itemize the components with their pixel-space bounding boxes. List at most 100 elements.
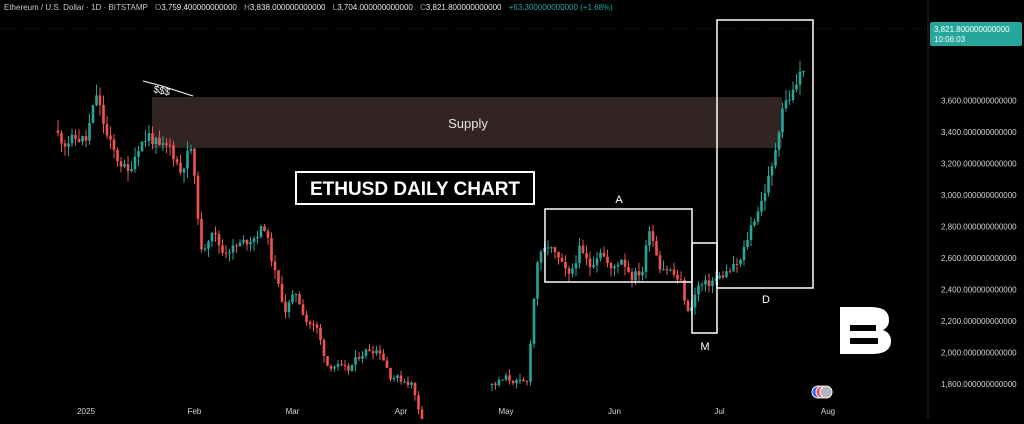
symbol-name: Ethereum / U.S. Dollar · 1D · BITSTAMP bbox=[4, 3, 148, 12]
candle-body bbox=[273, 261, 277, 271]
x-tick-label: Aug bbox=[821, 407, 835, 416]
y-tick-label: 2,000.000000000000 bbox=[941, 349, 1017, 358]
candle-body bbox=[343, 364, 347, 366]
candle-body bbox=[641, 271, 644, 276]
candle-body bbox=[403, 381, 406, 383]
candle-body bbox=[539, 251, 543, 263]
candle-body bbox=[123, 164, 126, 167]
candle-body bbox=[581, 245, 585, 254]
candle-series bbox=[56, 60, 805, 424]
candle-body bbox=[354, 357, 357, 365]
candle-body bbox=[599, 252, 602, 259]
candle-body bbox=[231, 245, 235, 253]
candle-body bbox=[196, 175, 200, 219]
x-tick-label: Jul bbox=[714, 407, 724, 416]
candle-body bbox=[235, 245, 238, 247]
candle-body bbox=[774, 149, 777, 166]
candle-body bbox=[490, 383, 494, 386]
candle-body bbox=[130, 169, 133, 171]
candle-body bbox=[651, 231, 655, 242]
candle-body bbox=[350, 364, 354, 371]
candle-body bbox=[693, 294, 697, 308]
candle-body bbox=[357, 357, 361, 359]
candle-body bbox=[259, 226, 263, 237]
range-label-a: A bbox=[615, 194, 623, 206]
candle-body bbox=[217, 234, 221, 246]
candle-body bbox=[714, 278, 718, 281]
candle-body bbox=[585, 253, 588, 259]
candle-body bbox=[669, 269, 672, 271]
candle-body bbox=[326, 355, 329, 366]
candle-body bbox=[74, 134, 77, 139]
candle-body bbox=[627, 266, 630, 273]
candle-body bbox=[525, 381, 529, 383]
candle-body bbox=[140, 141, 144, 152]
candle-body bbox=[161, 143, 165, 145]
candle-body bbox=[515, 380, 518, 384]
open-value: 3,759.400000000000 bbox=[161, 3, 237, 12]
candle-body bbox=[662, 269, 665, 271]
candle-body bbox=[175, 159, 179, 163]
candle-body bbox=[616, 264, 620, 267]
candle-body bbox=[336, 364, 340, 367]
candle-body bbox=[557, 251, 560, 258]
candle-body bbox=[522, 379, 525, 382]
candle-body bbox=[298, 294, 301, 305]
candle-body bbox=[371, 351, 375, 354]
candle-body bbox=[634, 271, 637, 281]
flag-events-icon[interactable] bbox=[811, 385, 833, 399]
candle-body bbox=[200, 218, 203, 250]
candle-body bbox=[697, 285, 700, 295]
candle-body bbox=[347, 365, 350, 371]
candle-body bbox=[207, 241, 210, 249]
candle-body bbox=[193, 148, 196, 176]
distribution-box-d[interactable] bbox=[716, 19, 814, 289]
candle-body bbox=[529, 343, 532, 382]
candle-body bbox=[165, 143, 168, 145]
candle-body bbox=[760, 200, 763, 212]
candle-body bbox=[60, 132, 63, 144]
candle-body bbox=[630, 272, 634, 281]
candle-body bbox=[735, 264, 739, 266]
candle-body bbox=[81, 136, 84, 142]
candle-body bbox=[210, 232, 214, 242]
candle-body bbox=[413, 382, 417, 396]
price-badge-value: 3,821.800000000000 bbox=[934, 25, 1010, 34]
candle-body bbox=[417, 395, 420, 410]
candle-body bbox=[658, 255, 662, 270]
x-axis[interactable]: 2025 Feb Mar Apr May Jun Jul Aug bbox=[77, 407, 835, 416]
candle-body bbox=[504, 375, 508, 380]
candle-body bbox=[340, 364, 343, 366]
supply-label: Supply bbox=[448, 116, 488, 131]
y-tick-label: 2,600.000000000000 bbox=[941, 254, 1017, 263]
candle-body bbox=[319, 327, 322, 341]
y-tick-label: 2,200.000000000000 bbox=[941, 317, 1017, 326]
candle-body bbox=[728, 271, 732, 273]
candle-body bbox=[704, 280, 707, 285]
candle-body bbox=[553, 247, 557, 252]
candle-body bbox=[112, 139, 116, 150]
candle-body bbox=[756, 211, 760, 222]
candle-body bbox=[592, 264, 595, 268]
candle-body bbox=[683, 280, 686, 301]
candle-body bbox=[392, 378, 396, 380]
candle-body bbox=[721, 275, 725, 278]
candle-body bbox=[186, 150, 189, 169]
candle-body bbox=[119, 161, 123, 167]
candle-body bbox=[308, 322, 312, 325]
candle-body bbox=[739, 259, 742, 265]
y-axis[interactable]: 3,600.000000000000 3,400.000000000000 3,20… bbox=[941, 97, 1017, 390]
y-tick-label: 3,000.000000000000 bbox=[941, 191, 1017, 200]
candle-body bbox=[623, 259, 627, 267]
candle-body bbox=[172, 145, 175, 160]
candle-body bbox=[550, 247, 553, 249]
candle-body bbox=[742, 247, 746, 260]
candle-body bbox=[602, 252, 606, 257]
manipulation-box-m[interactable] bbox=[691, 242, 718, 334]
candle-body bbox=[532, 298, 536, 344]
candle-body bbox=[655, 241, 658, 256]
candle-body bbox=[546, 247, 550, 249]
candle-body bbox=[777, 132, 781, 150]
